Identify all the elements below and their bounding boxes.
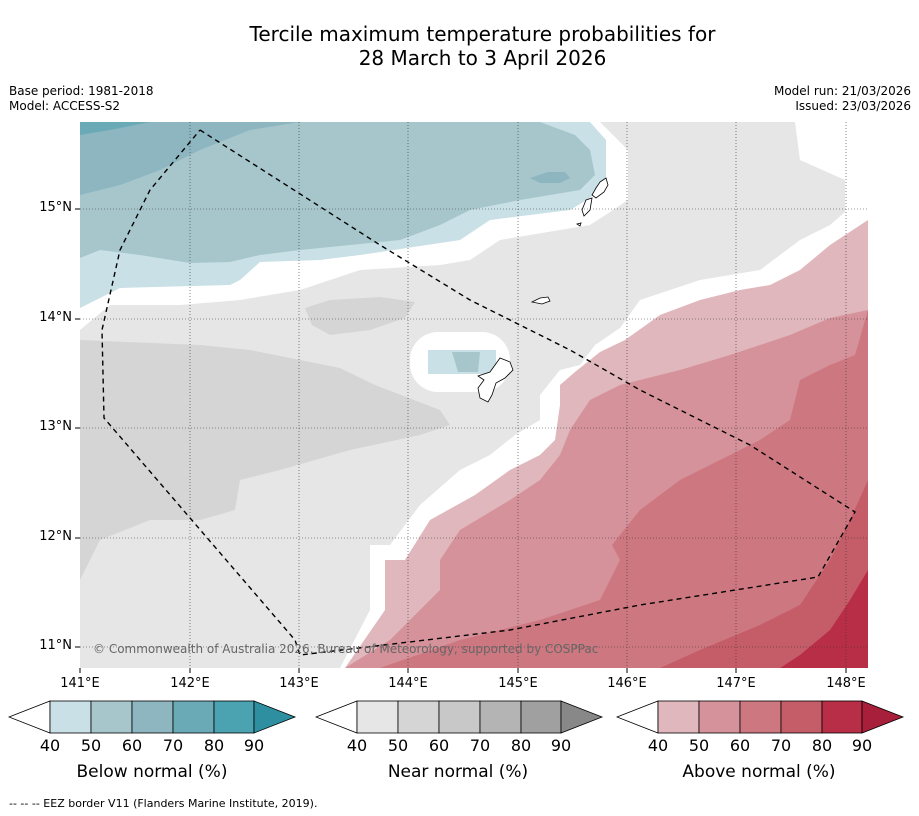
cbar-below-swatch-0 — [49, 700, 92, 734]
cbar-above-tick: 50 — [688, 736, 710, 755]
cbar-near-swatch-1 — [397, 700, 440, 734]
model-name: Model: ACCESS-S2 — [9, 99, 121, 113]
cbar-near-tick: 60 — [428, 736, 450, 755]
cbar-near-tick: 50 — [387, 736, 409, 755]
meta-left: Base period: 1981-2018 Model: ACCESS-S2 — [9, 84, 154, 114]
issued-date: Issued: 23/03/2026 — [795, 99, 911, 113]
lon-label-142e: 142°E — [170, 676, 210, 691]
lat-label-13n: 13°N — [39, 419, 72, 434]
below-normal-60-patch — [530, 172, 570, 183]
copyright-notice: © Commonwealth of Australia 2026, Bureau… — [93, 642, 599, 656]
cbar-near-tick: 40 — [346, 736, 368, 755]
cbar-below-tick: 60 — [121, 736, 143, 755]
above-normal-70-region — [660, 480, 868, 668]
cbar-below-swatch-2 — [131, 700, 174, 734]
below-normal-60-region — [80, 122, 300, 195]
aguijan-island — [576, 222, 582, 227]
cbar-below-tick: 40 — [39, 736, 61, 755]
rota-island — [530, 296, 551, 305]
cbar-below-under — [8, 700, 51, 734]
cbar-near-tick: 70 — [469, 736, 491, 755]
above-normal-80-region — [780, 570, 868, 668]
cbar-near-swatch-4 — [520, 700, 562, 734]
colorbar-below-normal — [8, 700, 297, 734]
cbar-above-swatch-4 — [821, 700, 863, 734]
guam-island — [477, 357, 514, 403]
cbar-above-label: Above normal (%) — [682, 762, 836, 782]
colorbar-above-normal — [616, 700, 905, 734]
cbar-above-swatch-2 — [739, 700, 782, 734]
map-gridlines — [80, 122, 868, 668]
cbar-below-over — [253, 700, 297, 734]
axis-ticks — [75, 208, 847, 673]
cbar-above-under — [616, 700, 659, 734]
base-period: Base period: 1981-2018 — [9, 84, 154, 98]
above-normal-60-region — [380, 310, 868, 668]
near-normal-50-region — [80, 340, 450, 580]
colorbar-near-normal — [315, 700, 604, 734]
cbar-above-swatch-1 — [698, 700, 741, 734]
cbar-near-swatch-3 — [479, 700, 522, 734]
lat-label-11n: 11°N — [39, 638, 72, 653]
lat-label-12n: 12°N — [39, 529, 72, 544]
guam-below-50 — [452, 352, 480, 372]
below-normal-70-patch — [80, 122, 150, 135]
near-normal-50-patch — [305, 297, 415, 335]
cbar-above-tick: 80 — [811, 736, 833, 755]
lon-label-144e: 144°E — [388, 676, 428, 691]
cbar-above-tick: 40 — [647, 736, 669, 755]
cbar-below-tick: 90 — [243, 736, 265, 755]
meta-right: Model run: 21/03/2026 Issued: 23/03/2026 — [774, 84, 911, 114]
lon-label-145e: 145°E — [498, 676, 538, 691]
cbar-above-swatch-0 — [657, 700, 700, 734]
cbar-near-swatch-0 — [356, 700, 399, 734]
map-title: Tercile maximum temperature probabilitie… — [0, 22, 919, 70]
lon-label-148e: 148°E — [826, 676, 866, 691]
lat-label-15n: 15°N — [39, 200, 72, 215]
cbar-above-over — [861, 700, 905, 734]
eez-footnote: -- -- -- EEZ border V11 (Flanders Marine… — [9, 797, 318, 810]
below-normal-50-region — [80, 122, 595, 263]
cbar-below-tick: 80 — [203, 736, 225, 755]
cbar-above-tick: 90 — [851, 736, 873, 755]
cbar-above-tick: 60 — [729, 736, 751, 755]
cbar-above-swatch-3 — [780, 700, 823, 734]
lat-label-14n: 14°N — [39, 310, 72, 325]
cbar-near-under — [315, 700, 358, 734]
lon-label-143e: 143°E — [279, 676, 319, 691]
cbar-above-tick: 70 — [770, 736, 792, 755]
cbar-below-swatch-4 — [213, 700, 255, 734]
cbar-below-tick: 50 — [80, 736, 102, 755]
cbar-near-over — [560, 700, 604, 734]
tinian-island — [581, 197, 593, 217]
title-line-1: Tercile maximum temperature probabilitie… — [249, 22, 716, 46]
lon-label-146e: 146°E — [607, 676, 647, 691]
cbar-near-swatch-2 — [438, 700, 481, 734]
lon-label-141e: 141°E — [60, 676, 100, 691]
cbar-below-label: Below normal (%) — [76, 762, 228, 782]
cbar-near-tick: 90 — [550, 736, 572, 755]
cbar-below-swatch-1 — [90, 700, 133, 734]
near-normal-40-region — [80, 122, 845, 668]
cbar-below-swatch-3 — [172, 700, 215, 734]
cbar-near-label: Near normal (%) — [387, 762, 529, 782]
cbar-near-tick: 80 — [510, 736, 532, 755]
model-run: Model run: 21/03/2026 — [773, 84, 911, 98]
saipan-island — [591, 177, 609, 199]
lon-label-147e: 147°E — [716, 676, 756, 691]
cbar-below-tick: 70 — [162, 736, 184, 755]
title-line-2: 28 March to 3 April 2026 — [358, 46, 607, 70]
